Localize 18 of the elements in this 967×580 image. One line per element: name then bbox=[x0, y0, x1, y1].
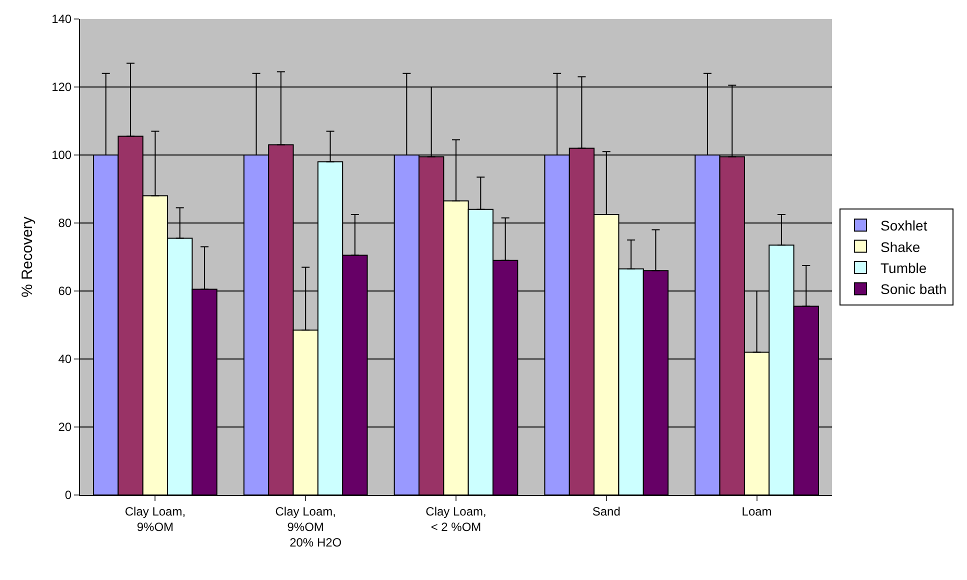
legend-label: Shake bbox=[880, 238, 920, 255]
x-tick-label: Clay Loam, < 2 %OM bbox=[426, 504, 486, 534]
x-tick-label: Clay Loam, 9%OM 20% H2O bbox=[270, 504, 342, 550]
legend-label: Sonic bath bbox=[880, 281, 947, 298]
y-tick-label: 100 bbox=[52, 148, 72, 162]
y-tick-label: 140 bbox=[52, 12, 72, 26]
y-tick-label: 80 bbox=[58, 216, 72, 230]
y-tick-label: 40 bbox=[58, 352, 72, 366]
x-tick-label: Loam bbox=[742, 504, 772, 518]
legend-label: Soxhlet bbox=[880, 218, 928, 234]
y-tick-label: 60 bbox=[58, 284, 72, 298]
y-tick-label: 0 bbox=[64, 488, 72, 502]
legend-label: Tumble bbox=[880, 260, 927, 276]
x-tick-label: Clay Loam, 9%OM bbox=[124, 504, 186, 534]
x-tick-label: Sand bbox=[592, 504, 620, 518]
y-tick-label: 20 bbox=[58, 420, 72, 434]
y-tick-label: 120 bbox=[52, 80, 72, 94]
y-axis-title: % Recovery bbox=[18, 216, 36, 298]
